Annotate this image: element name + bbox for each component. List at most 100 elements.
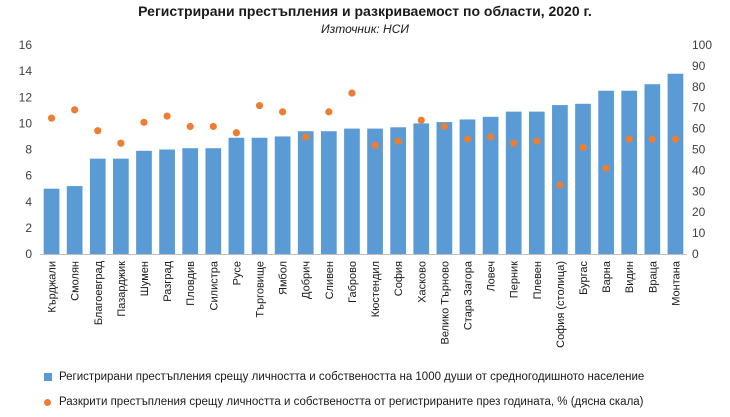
data-point [255,102,264,110]
y-tick-label: 8 [25,143,32,157]
y-tick-label: 2 [25,221,32,235]
data-point [371,141,379,149]
data-point [417,116,425,124]
data-point [302,133,310,141]
bar [598,90,614,254]
x-tick-label: Търговище [255,261,267,318]
bar [205,148,222,254]
bar [66,186,83,254]
x-tick-label: Хасково [416,261,428,303]
bar [159,149,175,254]
bar [621,90,638,254]
legend-swatch-dots [44,398,51,406]
x-tick-label: Видин [624,261,636,293]
y-tick-label: 4 [25,195,32,209]
data-point [579,143,587,152]
x-tick-label: Сливен [324,261,336,299]
bar [367,128,383,254]
x-tick-label: Перник [509,261,521,298]
x-tick-label: София (столица) [555,261,567,348]
bar [390,127,407,254]
x-tick-label: Шумен [139,261,151,296]
bar [436,122,453,254]
data-point [279,108,287,116]
x-tick-label: Добрич [301,261,313,299]
data-point [47,114,56,122]
bar [228,137,245,254]
x-tick-label: Разград [162,260,174,301]
data-point [232,129,241,137]
data-point [117,139,125,147]
x-tick-label: Благоевград [93,260,105,325]
x-tick-label: Плевен [532,261,544,299]
data-point [556,181,564,189]
data-point [209,122,217,131]
y2-tick-label: 70 [692,101,706,115]
legend-item-dots: Разкрити престъпления срещу личността и … [44,396,644,408]
bar [344,128,360,254]
x-tick-label: Габрово [347,261,359,303]
y2-tick-label: 90 [692,59,706,73]
bar [182,148,199,254]
x-tick-label: Стара Загора [462,260,474,330]
bar [644,84,661,254]
legend-swatch-bars [44,373,52,381]
data-point [163,112,171,120]
data-point [533,137,541,145]
bar [43,188,60,254]
x-tick-label: Ямбол [278,261,290,295]
x-tick-label: Монтана [670,260,682,306]
bar [482,116,499,254]
x-tick-label: Кърджали [47,261,59,313]
chart-title: Регистрирани престъпления и разкриваемос… [138,3,592,19]
bar [667,73,684,254]
data-point [602,164,610,172]
bar [505,111,522,255]
data-point [671,135,680,143]
bar [575,103,591,254]
data-point [348,89,356,97]
bar [459,119,476,254]
y2-tick-label: 20 [692,205,706,219]
bar [136,150,152,254]
bar [89,158,106,254]
x-tick-label: Бургас [578,261,590,295]
x-tick-label: Русе [231,261,243,285]
data-point [186,122,194,131]
x-tick-label: Пазарджик [116,261,128,317]
legend-item-bars: Регистрирани престъпления срещу личностт… [44,371,644,383]
bar [274,136,291,254]
x-tick-label: Смолян [70,261,82,301]
y-tick-label: 16 [19,38,33,52]
y2-tick-label: 80 [692,80,706,94]
bar [413,123,430,254]
x-tick-label: Велико Търново [439,261,451,345]
data-point [94,127,102,135]
data-point [394,137,402,145]
bar [528,111,545,255]
y2-tick-label: 40 [692,163,706,177]
data-point [486,133,495,141]
data-point [648,135,656,143]
data-point [71,106,79,114]
data-point [510,139,518,147]
bar [297,131,314,254]
y-tick-label: 14 [19,64,33,78]
y2-tick-label: 100 [692,38,712,52]
y-tick-label: 0 [25,247,32,261]
data-point [140,118,148,126]
x-tick-label: Силистра [208,260,220,310]
data-point [463,135,472,143]
data-point [625,135,633,143]
chart-subtitle: Източник: НСИ [321,22,409,36]
y-tick-label: 12 [19,90,33,104]
x-tick-label: Кюстендил [370,261,382,317]
legend-label-bars: Регистрирани престъпления срещу личностт… [59,371,645,383]
x-tick-label: Пловдив [185,261,197,306]
y-tick-label: 10 [19,116,33,130]
legend-label-dots: Разкрити престъпления срещу личността и … [59,396,644,408]
x-tick-label: Враца [647,260,659,293]
y2-tick-label: 30 [692,184,706,198]
bar [251,137,268,254]
